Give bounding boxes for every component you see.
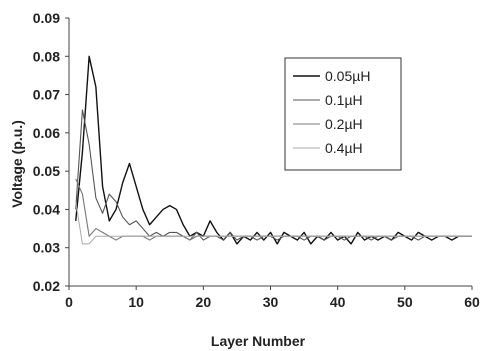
x-tick-label: 0 <box>65 294 73 310</box>
y-tick-label: 0.02 <box>33 278 60 294</box>
series-line-1 <box>75 55 472 245</box>
y-axis-title: Voltage (p.u.) <box>9 120 25 208</box>
series-line-4 <box>75 201 472 245</box>
series-line-3 <box>75 178 472 241</box>
x-tick-label: 40 <box>330 294 346 310</box>
y-tick-label: 0.07 <box>33 87 60 103</box>
y-tick-label: 0.03 <box>33 240 60 256</box>
x-tick-label: 20 <box>196 294 212 310</box>
y-tick-label: 0.08 <box>33 48 60 64</box>
legend-label-3: 0.2µH <box>325 116 363 132</box>
y-tick-label: 0.04 <box>33 201 60 217</box>
series-line-2 <box>75 109 472 241</box>
y-tick-label: 0.05 <box>33 163 60 179</box>
x-tick-label: 60 <box>464 294 480 310</box>
x-tick-label: 10 <box>128 294 144 310</box>
legend-label-1: 0.05µH <box>325 68 370 84</box>
y-tick-label: 0.09 <box>33 10 60 26</box>
y-tick-label: 0.06 <box>33 125 60 141</box>
legend-label-4: 0.4µH <box>325 140 363 156</box>
x-tick-label: 50 <box>397 294 413 310</box>
legend-label-2: 0.1µH <box>325 92 363 108</box>
x-tick-label: 30 <box>263 294 279 310</box>
x-axis-title: Layer Number <box>211 333 306 349</box>
